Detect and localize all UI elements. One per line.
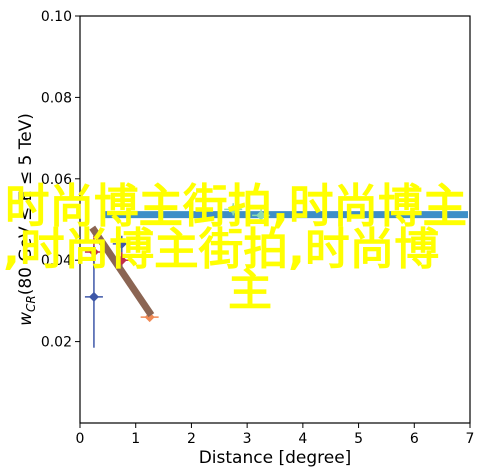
x-axis: 0 1 2 3 4 5 6 7 <box>76 423 475 447</box>
plot-area <box>84 203 468 348</box>
y-axis-title-rest: (80 GeV ≤ E ≤ 5 TeV) <box>16 113 36 295</box>
x-tick-label: 4 <box>298 431 307 447</box>
x-tick-label: 0 <box>76 431 85 447</box>
y-axis-title-subscript: CR <box>24 295 38 312</box>
x-tick-label: 5 <box>354 431 363 447</box>
watermark-overlay: 时尚博主街拍,时尚博主,时尚博主街拍,时尚博主 <box>3 179 467 316</box>
x-tick-label: 1 <box>131 431 140 447</box>
data-point <box>88 291 99 302</box>
y-axis-title-main: w <box>16 312 36 326</box>
trend-line <box>89 225 155 318</box>
y-axis: 0.02 0.04 0.06 0.08 0.10 <box>41 9 80 351</box>
y-tick-label: 0.08 <box>41 90 72 106</box>
y-tick-label: 0.06 <box>41 172 72 188</box>
y-tick-label: 0.10 <box>41 9 72 25</box>
x-tick-label: 3 <box>243 431 252 447</box>
watermark-text: ,时尚博主街拍,时尚博 <box>3 224 439 275</box>
data-point <box>228 204 239 215</box>
x-tick-label: 7 <box>466 431 475 447</box>
watermark-text: 主 <box>228 265 272 316</box>
data-point <box>116 238 127 249</box>
x-axis-title: Distance [degree] <box>199 448 352 468</box>
y-tick-label: 0.04 <box>41 253 72 269</box>
plot-frame <box>79 15 471 424</box>
y-axis-title: wCR(80 GeV ≤ E ≤ 5 TeV) <box>16 113 38 326</box>
watermark-text: 时尚博主街拍,时尚博主 <box>5 179 467 233</box>
y-tick-label: 0.02 <box>41 335 72 351</box>
x-tick-label: 6 <box>410 431 419 447</box>
data-point <box>256 210 267 221</box>
x-tick-label: 2 <box>187 431 196 447</box>
